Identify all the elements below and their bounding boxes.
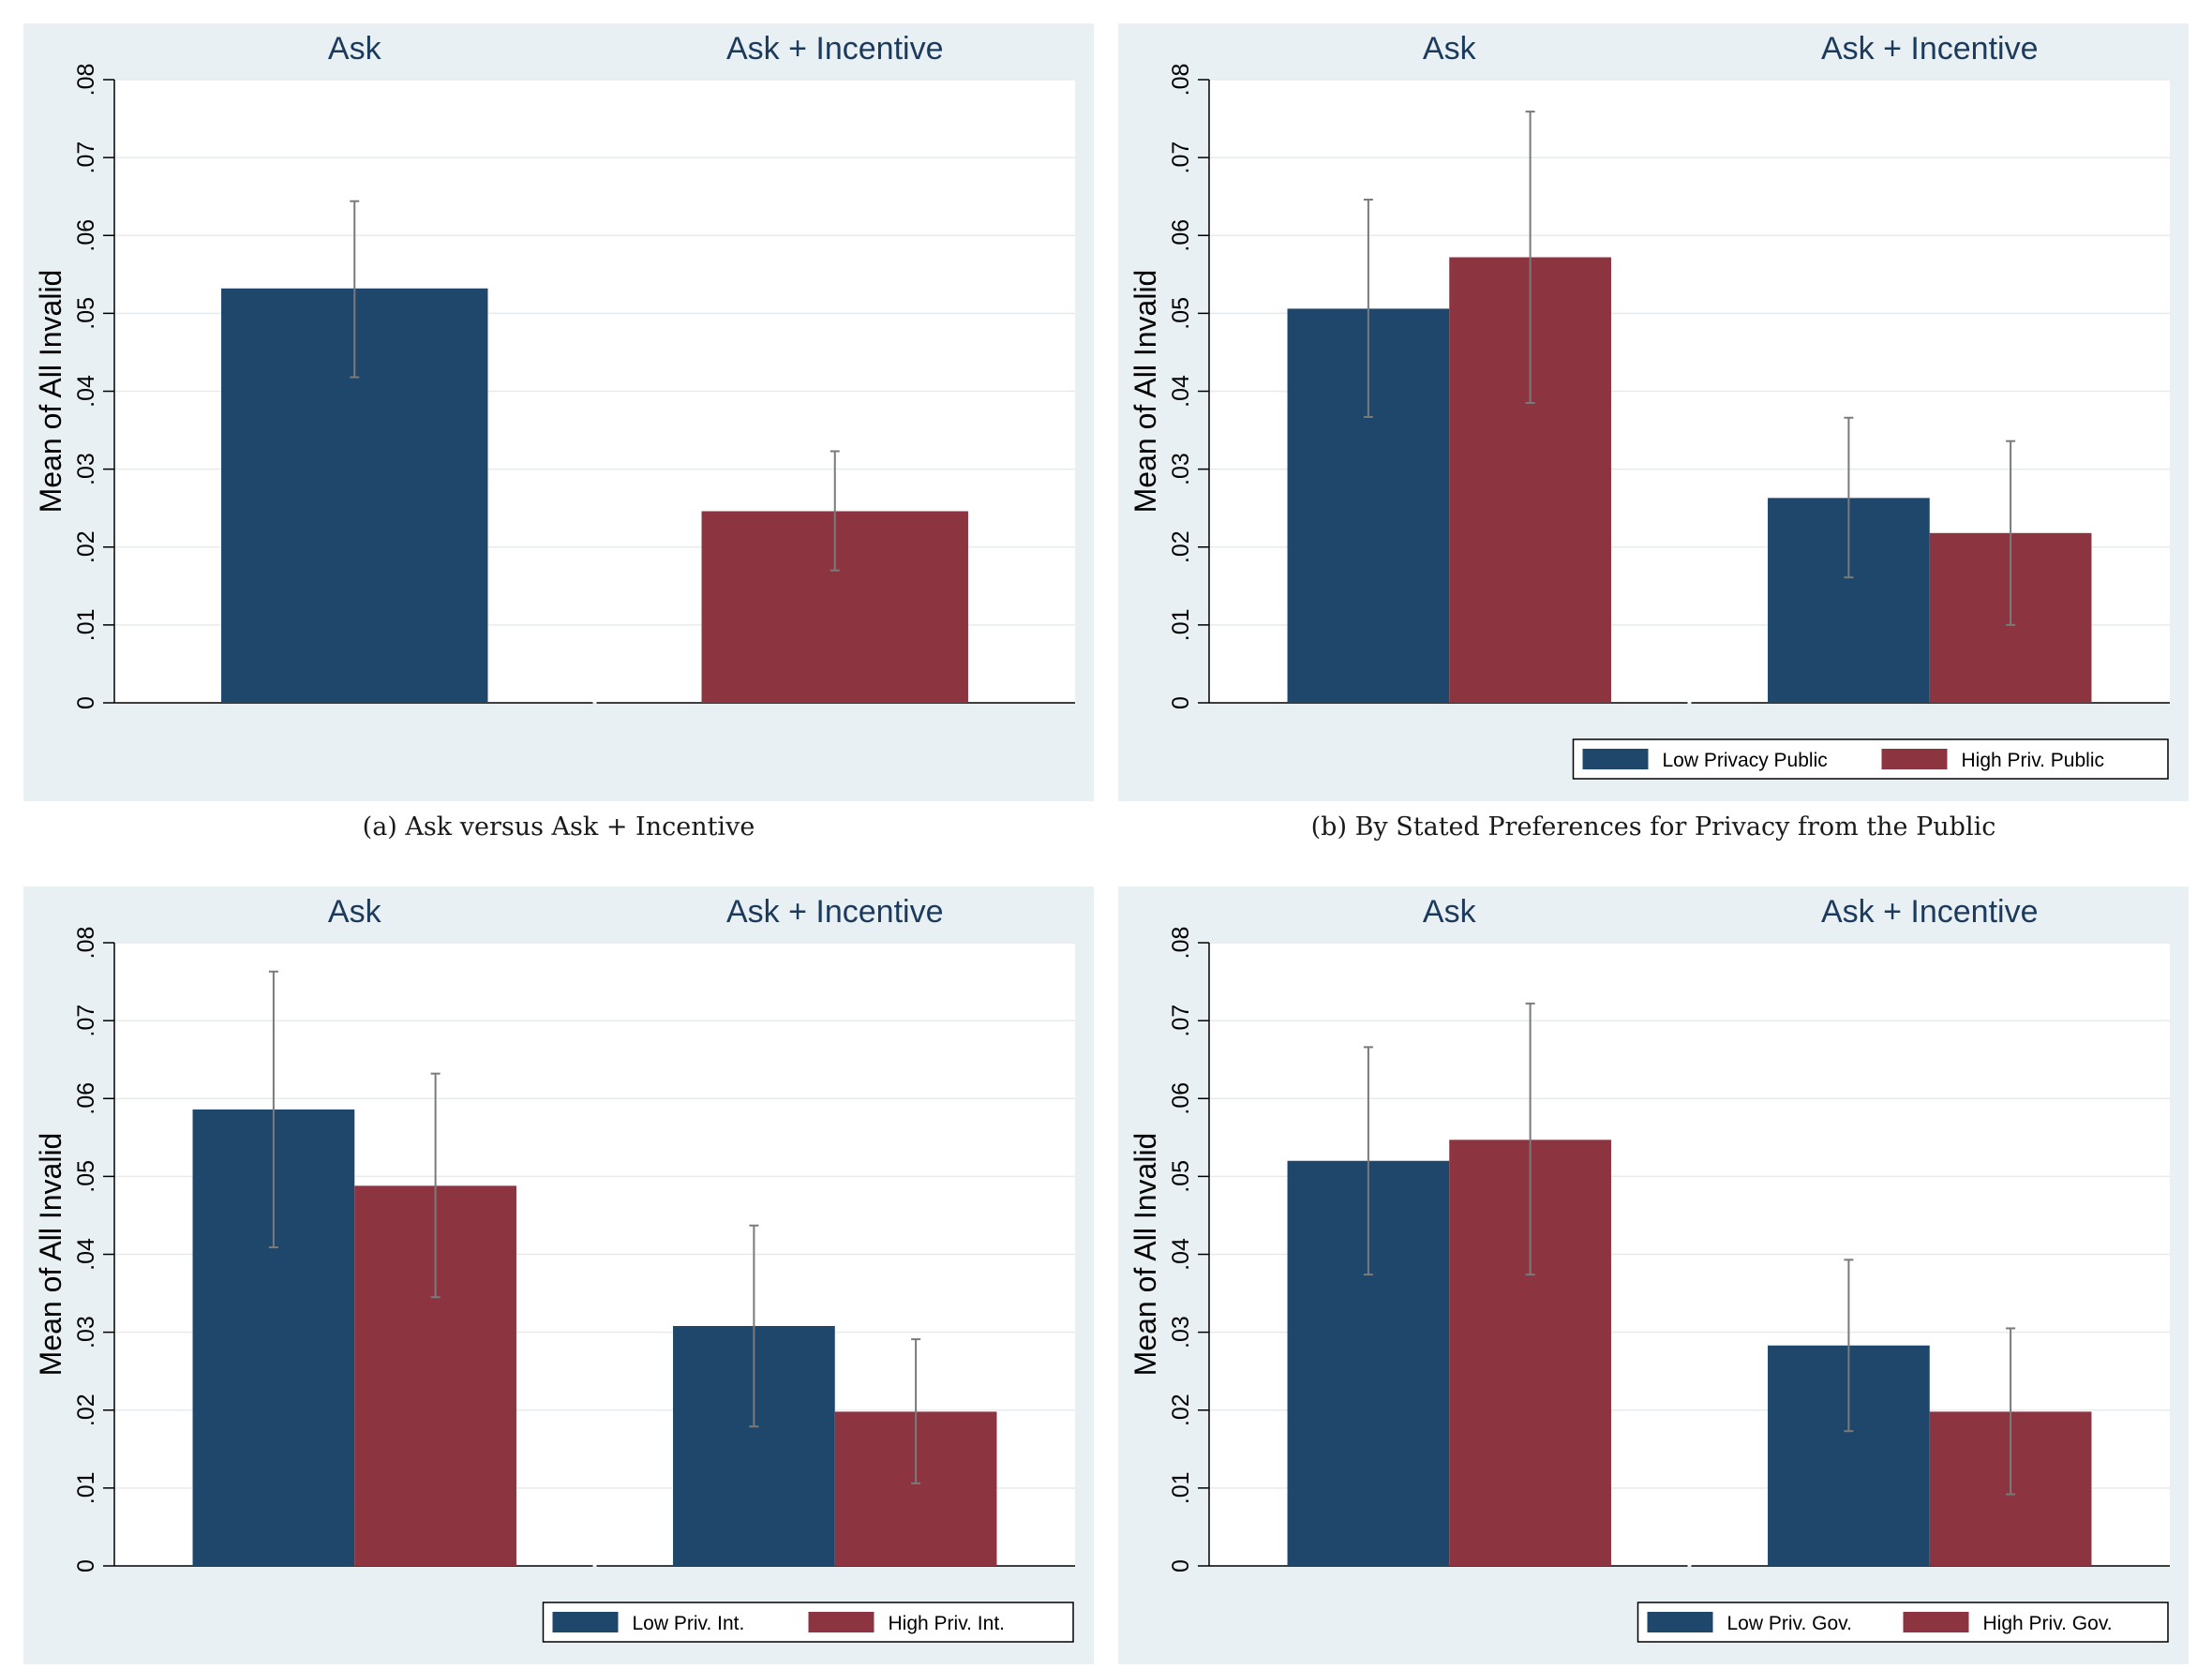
y-tick-label: 0 bbox=[73, 1559, 99, 1572]
y-tick-label: .04 bbox=[73, 375, 99, 408]
y-tick-label: .08 bbox=[73, 927, 99, 960]
chart-panel-c: 0 .01 .02 .03 .04 .05 .06 .07 .08 Mean of All Inv… bbox=[23, 887, 1094, 1664]
y-tick-label: .02 bbox=[1168, 530, 1194, 563]
legend-swatch bbox=[1881, 749, 1948, 769]
facet-title: Ask bbox=[1423, 894, 1477, 930]
y-tick-label: .01 bbox=[73, 608, 99, 641]
y-tick-label: .06 bbox=[73, 1082, 99, 1115]
legend-swatch bbox=[552, 1612, 619, 1632]
y-tick-label: .04 bbox=[73, 1238, 99, 1271]
y-tick-label: .03 bbox=[73, 453, 99, 485]
y-tick-label: 0 bbox=[1168, 696, 1194, 709]
y-tick-label: .08 bbox=[1168, 927, 1194, 960]
y-tick-label: .03 bbox=[73, 1316, 99, 1349]
chart-svg-b: 0 .01 .02 .03 .04 .05 .06 .07 .08 Mean of All Inv… bbox=[1118, 23, 2189, 801]
y-tick-label: .07 bbox=[73, 142, 99, 174]
facet-title: Ask + Incentive bbox=[726, 31, 944, 67]
y-axis-label: Mean of All Invalid bbox=[34, 270, 67, 514]
y-tick-label: 0 bbox=[73, 696, 99, 709]
legend-label: Low Privacy Public bbox=[1663, 750, 1828, 771]
y-tick-label: .03 bbox=[1168, 453, 1194, 485]
caption-a: (a) Ask versus Ask + Incentive bbox=[362, 812, 755, 842]
legend-label: Low Priv. Int. bbox=[633, 1613, 745, 1634]
legend-swatch bbox=[808, 1612, 874, 1632]
legend-box bbox=[542, 1602, 1074, 1643]
y-tick-label: .07 bbox=[1168, 1005, 1194, 1037]
facet-title: Ask + Incentive bbox=[1821, 894, 2039, 930]
y-tick-label: .05 bbox=[1168, 297, 1194, 330]
caption-b: (b) By Stated Preferences for Privacy fr… bbox=[1310, 812, 1996, 842]
facet-title: Ask bbox=[328, 31, 382, 67]
y-tick-label: .03 bbox=[1168, 1316, 1194, 1349]
chart-svg-d: 0 .01 .02 .03 .04 .05 .06 .07 .08 Mean of All Inv… bbox=[1118, 887, 2189, 1664]
y-axis-label: Mean of All Invalid bbox=[1128, 270, 1162, 514]
y-axis-label: Mean of All Invalid bbox=[1128, 1133, 1162, 1377]
facet-title: Ask bbox=[328, 894, 382, 930]
y-tick-label: .07 bbox=[73, 1005, 99, 1037]
y-tick-label: .06 bbox=[73, 219, 99, 252]
y-tick-label: 0 bbox=[1168, 1559, 1194, 1572]
y-tick-label: .06 bbox=[1168, 219, 1194, 252]
y-tick-label: .07 bbox=[1168, 142, 1194, 174]
chart-svg-a: 0 .01 .02 .03 .04 .05 .06 .07 .08 Mean of All Inv… bbox=[23, 23, 1094, 801]
chart-svg-c: 0 .01 .02 .03 .04 .05 .06 .07 .08 Mean of All Inv… bbox=[23, 887, 1094, 1664]
y-tick-label: .04 bbox=[1168, 1238, 1194, 1271]
chart-panel-a: 0 .01 .02 .03 .04 .05 .06 .07 .08 Mean of All Inv… bbox=[23, 23, 1094, 801]
y-tick-label: .08 bbox=[1168, 64, 1194, 97]
legend: Low Priv. Int. High Priv. Int. bbox=[542, 1602, 1074, 1643]
y-tick-label: .05 bbox=[1168, 1160, 1194, 1193]
y-tick-label: .08 bbox=[73, 64, 99, 97]
legend-label: High Priv. Gov. bbox=[1983, 1613, 2113, 1634]
legend-label: High Priv. Int. bbox=[889, 1613, 1005, 1634]
facet-title: Ask + Incentive bbox=[1821, 31, 2039, 67]
y-axis-label: Mean of All Invalid bbox=[34, 1133, 67, 1377]
legend-label: Low Priv. Gov. bbox=[1727, 1613, 1852, 1634]
y-tick-label: .06 bbox=[1168, 1082, 1194, 1115]
y-tick-label: .01 bbox=[1168, 1471, 1194, 1504]
y-tick-label: .02 bbox=[1168, 1393, 1194, 1426]
y-tick-label: .05 bbox=[73, 297, 99, 330]
legend: Low Priv. Gov. High Priv. Gov. bbox=[1637, 1602, 2169, 1643]
chart-panel-d: 0 .01 .02 .03 .04 .05 .06 .07 .08 Mean of All Inv… bbox=[1118, 887, 2189, 1664]
legend-box bbox=[1637, 1602, 2169, 1643]
chart-panel-b: 0 .01 .02 .03 .04 .05 .06 .07 .08 Mean of All Inv… bbox=[1118, 23, 2189, 801]
y-tick-label: .02 bbox=[73, 1393, 99, 1426]
facet-title: Ask + Incentive bbox=[726, 894, 944, 930]
y-tick-label: .01 bbox=[73, 1471, 99, 1504]
legend-label: High Priv. Public bbox=[1962, 750, 2105, 771]
y-tick-label: .02 bbox=[73, 530, 99, 563]
y-tick-label: .01 bbox=[1168, 608, 1194, 641]
legend-swatch bbox=[1903, 1612, 1969, 1632]
y-tick-label: .04 bbox=[1168, 375, 1194, 408]
y-tick-label: .05 bbox=[73, 1160, 99, 1193]
legend-box bbox=[1572, 738, 2169, 780]
legend-swatch bbox=[1582, 749, 1649, 769]
facet-title: Ask bbox=[1423, 31, 1477, 67]
legend: Low Privacy Public High Priv. Public bbox=[1572, 738, 2169, 780]
legend-swatch bbox=[1647, 1612, 1713, 1632]
